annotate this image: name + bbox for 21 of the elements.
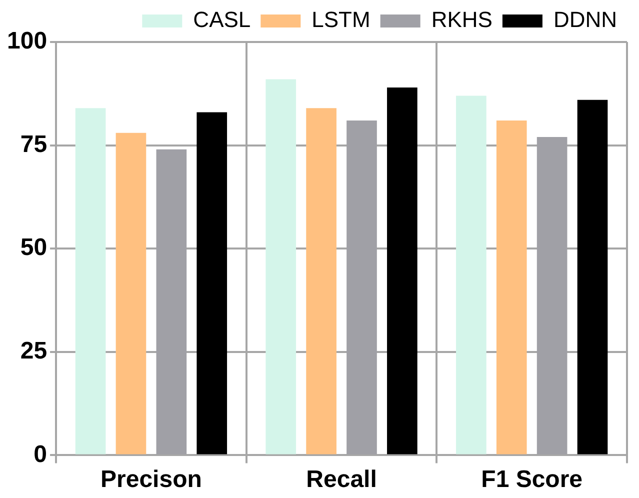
- bar: [196, 112, 228, 454]
- bar: [456, 96, 486, 454]
- bar: [116, 132, 146, 454]
- legend-label: LSTM: [312, 7, 370, 32]
- bar: [577, 100, 608, 454]
- y-tick-label: 50: [20, 234, 48, 262]
- x-tick-label: Recall: [306, 466, 377, 494]
- legend-label: RKHS: [431, 7, 492, 32]
- bar: [306, 108, 336, 454]
- y-tick-label: 75: [20, 130, 48, 158]
- y-tick-label: 25: [20, 338, 48, 365]
- legend-label: DDNN: [553, 7, 618, 32]
- bar: [75, 108, 106, 454]
- x-tick-label: Precison: [100, 466, 202, 494]
- y-tick-label: 100: [6, 28, 48, 55]
- bar: [496, 120, 527, 454]
- bar: [387, 87, 418, 454]
- y-tick-label: 0: [34, 440, 48, 468]
- legend-label: CASL: [193, 7, 251, 32]
- bar: [266, 79, 296, 454]
- x-tick-label: F1 Score: [481, 466, 583, 494]
